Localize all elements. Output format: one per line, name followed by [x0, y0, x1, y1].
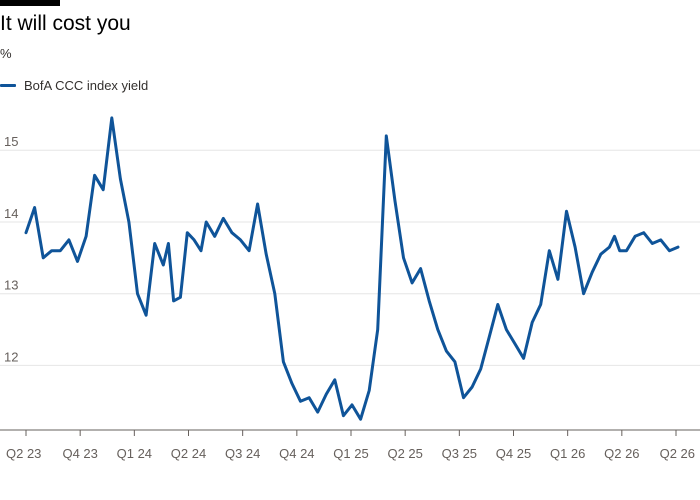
x-tick-label: Q2 26	[660, 446, 695, 461]
x-tick-label: Q1 26	[550, 446, 585, 461]
y-tick-label: 12	[4, 349, 18, 364]
y-axis-ticks: 12 13 14 15	[4, 134, 18, 364]
x-tick-label: Q2 26	[604, 446, 639, 461]
legend: BofA CCC index yield	[0, 78, 148, 93]
x-tick-label: Q3 25	[442, 446, 477, 461]
x-tick-label: Q1 25	[333, 446, 368, 461]
y-tick-label: 14	[4, 206, 18, 221]
y-tick-label: 13	[4, 278, 18, 293]
x-tick-label: Q1 24	[117, 446, 152, 461]
x-tick-label: Q3 24	[225, 446, 260, 461]
x-tick-label: Q2 24	[171, 446, 206, 461]
x-tick-label: Q4 24	[279, 446, 314, 461]
x-tick-label: Q2 25	[387, 446, 422, 461]
y-tick-label: 15	[4, 134, 18, 149]
legend-swatch	[0, 84, 16, 87]
x-axis-ticks: Q2 23 Q4 23 Q1 24 Q2 24 Q3 24 Q4 24 Q1 25 Q2 25…	[6, 430, 695, 461]
legend-label: BofA CCC index yield	[24, 78, 149, 93]
header-accent-bar	[0, 0, 60, 6]
x-tick-label: Q4 23	[62, 446, 97, 461]
chart-title: It will cost you	[0, 12, 131, 35]
series-line-bofa-ccc-yield	[24, 116, 680, 421]
x-tick-label: Q2 23	[6, 446, 41, 461]
x-tick-label: Q4 25	[496, 446, 531, 461]
y-axis-unit-label: %	[0, 46, 12, 61]
